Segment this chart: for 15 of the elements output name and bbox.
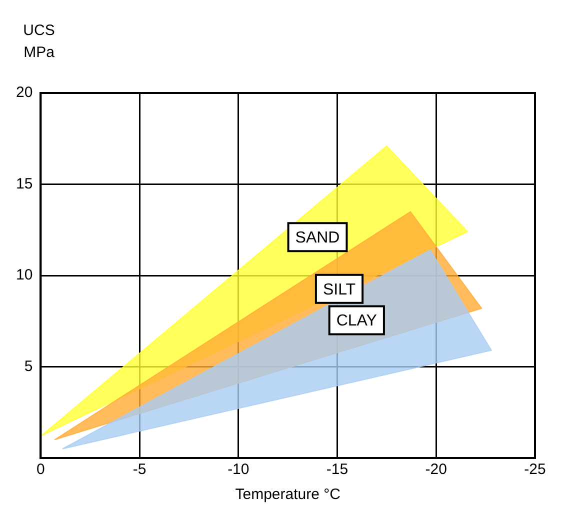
y-tick-label: 5	[24, 358, 33, 375]
series-label: CLAY	[336, 312, 378, 330]
x-tick-label: -25	[524, 461, 546, 478]
x-tick-label: 0	[36, 461, 45, 478]
x-tick-label: -5	[132, 461, 146, 478]
y-tick-label: 10	[16, 266, 33, 284]
series-label: SAND	[295, 230, 340, 247]
y-tick-label: 20	[16, 84, 33, 102]
x-tick-label: -15	[326, 461, 348, 478]
x-tick-label: -20	[425, 461, 447, 478]
y-tick-label: 15	[16, 175, 33, 192]
series-label: SILT	[322, 281, 356, 298]
x-tick-label: -10	[228, 461, 250, 478]
y-axis-title: UCS MPa	[22, 21, 56, 63]
x-axis-title: Temperature °C	[235, 486, 341, 504]
